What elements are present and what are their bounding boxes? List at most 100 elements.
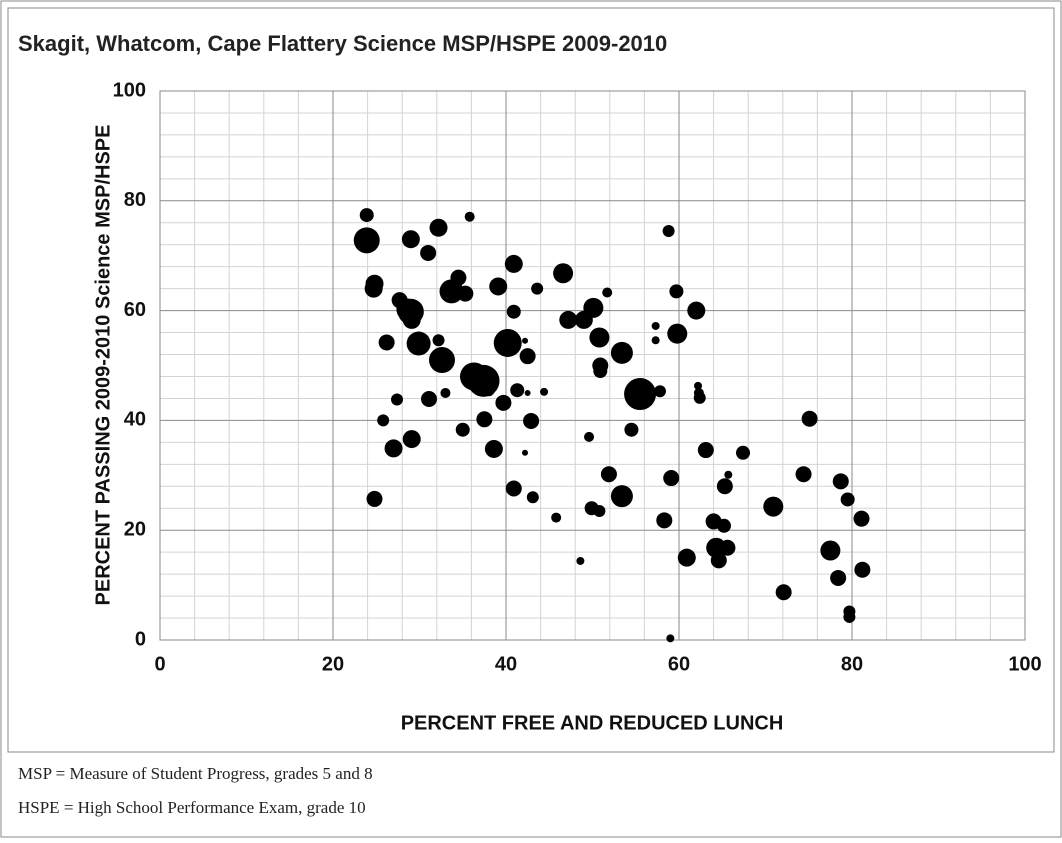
- bubble: [593, 363, 608, 378]
- bubble: [697, 442, 714, 459]
- bubble: [531, 282, 544, 295]
- bubble: [506, 304, 521, 319]
- bubble: [624, 422, 639, 437]
- bubble: [406, 331, 431, 356]
- y-axis-label: PERCENT PASSING 2009-2010 Science MSP/HS…: [92, 125, 114, 606]
- x-tick-label: 20: [322, 653, 344, 675]
- x-tick-label: 0: [154, 653, 165, 675]
- y-tick-label: 80: [124, 189, 146, 211]
- bubble: [522, 449, 529, 456]
- footnote: MSP = Measure of Student Progress, grade…: [18, 764, 373, 783]
- bubble: [524, 389, 531, 396]
- x-tick-label: 80: [841, 653, 863, 675]
- bubble: [666, 634, 675, 643]
- bubble: [464, 211, 475, 222]
- bubble: [830, 569, 847, 586]
- bubble: [663, 470, 680, 487]
- bubble: [795, 466, 812, 483]
- bubble: [519, 348, 536, 365]
- bubble: [421, 390, 438, 407]
- bubble: [801, 410, 818, 427]
- x-tick-label: 40: [495, 653, 517, 675]
- bubble: [551, 512, 562, 523]
- bubble: [482, 384, 495, 397]
- bubble: [493, 328, 522, 357]
- bubble: [484, 439, 503, 458]
- bubble: [353, 227, 380, 254]
- bubble: [526, 491, 539, 504]
- bubble: [600, 466, 617, 483]
- bubble: [736, 445, 751, 460]
- bubble: [610, 341, 633, 364]
- bubble: [495, 394, 512, 411]
- bubble: [624, 378, 657, 411]
- bubble: [775, 584, 792, 601]
- chart-frame: [7, 7, 1055, 753]
- bubble: [489, 277, 508, 296]
- bubble: [724, 470, 733, 479]
- bubble: [602, 287, 613, 298]
- y-tick-label: 20: [124, 518, 146, 540]
- bubble: [716, 518, 731, 533]
- x-axis-label: PERCENT FREE AND REDUCED LUNCH: [401, 712, 784, 734]
- y-tick-label: 100: [113, 79, 146, 101]
- bubble: [843, 610, 856, 623]
- bubble: [359, 208, 374, 223]
- bubble: [366, 490, 383, 507]
- bubble: [523, 412, 540, 429]
- bubble: [429, 218, 448, 237]
- bubble: [402, 430, 421, 449]
- bubble: [377, 414, 390, 427]
- bubble: [378, 334, 395, 351]
- bubble: [840, 492, 855, 507]
- bubble: [669, 284, 684, 299]
- bubble: [854, 561, 871, 578]
- bubble: [583, 297, 604, 318]
- bubble: [832, 473, 849, 490]
- bubble: [428, 347, 455, 374]
- bubble: [667, 323, 688, 344]
- bubble: [589, 327, 610, 348]
- bubble: [719, 539, 736, 556]
- bubble: [476, 411, 493, 428]
- bubble: [820, 540, 841, 561]
- bubble: [420, 244, 437, 261]
- bubble: [576, 556, 585, 565]
- bubble: [662, 224, 675, 237]
- bubble: [455, 422, 470, 437]
- bubble: [540, 387, 549, 396]
- bubble: [391, 393, 404, 406]
- bubble: [364, 279, 383, 298]
- bubble: [450, 269, 467, 286]
- bubble: [677, 548, 696, 567]
- bubble: [694, 381, 703, 390]
- bubble: [553, 263, 574, 284]
- bubble: [401, 230, 420, 249]
- bubble: [504, 254, 523, 273]
- y-tick-label: 0: [135, 628, 146, 650]
- bubble: [457, 285, 474, 302]
- bubble: [559, 310, 578, 329]
- y-tick-label: 40: [124, 409, 146, 431]
- footnote: HSPE = High School Performance Exam, gra…: [18, 798, 366, 817]
- bubble: [402, 310, 421, 329]
- bubble: [440, 387, 451, 398]
- x-tick-label: 60: [668, 653, 690, 675]
- bubble: [716, 478, 733, 495]
- bubble: [593, 504, 606, 517]
- bubble: [853, 510, 870, 527]
- bubble: [384, 439, 403, 458]
- plot-border: [159, 90, 1026, 641]
- grid: [159, 90, 1026, 641]
- bubble: [763, 496, 784, 517]
- x-tick-label: 100: [1008, 653, 1041, 675]
- bubble: [505, 480, 522, 497]
- chart-title: Skagit, Whatcom, Cape Flattery Science M…: [18, 31, 667, 56]
- bubble: [656, 512, 673, 529]
- bubble: [522, 337, 529, 344]
- bubble: [687, 301, 706, 320]
- bubble: [432, 334, 445, 347]
- bubble: [653, 385, 666, 398]
- y-tick-label: 60: [124, 299, 146, 321]
